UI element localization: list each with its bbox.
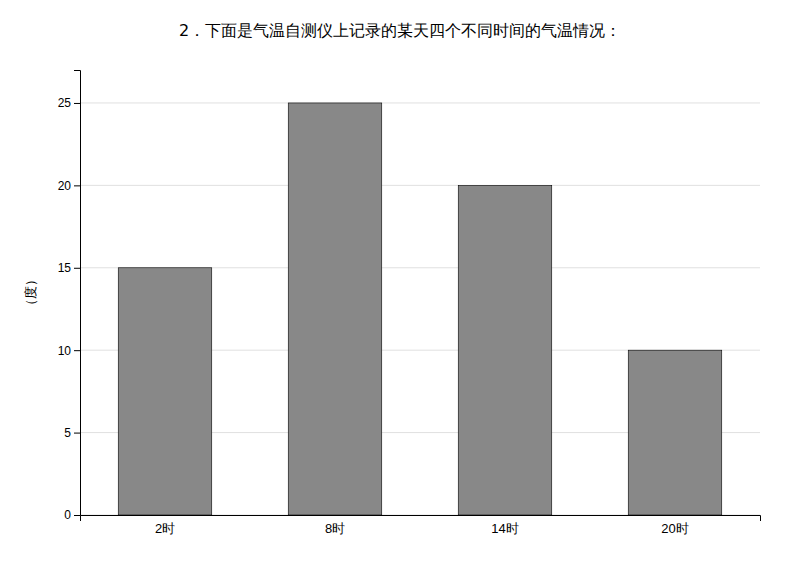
y-tick: 10 [58, 344, 80, 358]
y-tick-mark [74, 268, 80, 269]
grid-line [80, 102, 760, 103]
x-tick-label: 14时 [491, 521, 518, 536]
y-tick-label: 0 [64, 508, 71, 522]
x-tick: 14时 [491, 521, 518, 536]
y-tick: 15 [58, 261, 80, 275]
y-tick-label: 10 [58, 344, 72, 358]
y-tick: 0 [64, 508, 80, 522]
y-tick: 5 [64, 426, 80, 440]
grid-line [80, 185, 760, 186]
y-tick-mark [74, 515, 80, 516]
y-tick-label: 15 [58, 261, 72, 275]
grid [80, 103, 760, 515]
x-tick: 8时 [325, 521, 345, 536]
plot-area: 0 5 10 15 20 25 2时 8时 14时 20时 [58, 71, 761, 537]
bar [628, 350, 722, 515]
y-tick-label: 20 [58, 179, 72, 193]
y-tick-mark [74, 185, 80, 186]
y-tick: 25 [58, 96, 80, 110]
y-tick: 20 [58, 179, 80, 193]
chart-container: 0 5 10 15 20 25 2时 8时 14时 20时 （度） 2．下面是气温自测仪上记录的某天四… [0, 0, 800, 565]
y-axis: 0 5 10 15 20 25 [58, 71, 81, 523]
x-tick-label: 8时 [325, 521, 345, 536]
y-tick-label: 5 [64, 426, 71, 440]
chart-svg: 0 5 10 15 20 25 2时 8时 14时 20时 （度） 2．下面是气温自测仪上记录的某天四… [0, 0, 800, 565]
y-axis-line [74, 71, 81, 516]
bars [118, 103, 722, 515]
x-tick-label: 2时 [155, 521, 175, 536]
x-tick-label: 20时 [661, 521, 688, 536]
x-axis: 2时 8时 14时 20时 [81, 516, 761, 537]
y-axis-title: （度） [23, 273, 38, 312]
bar [458, 185, 552, 515]
y-tick-label: 25 [58, 96, 72, 110]
y-tick-mark [74, 350, 80, 351]
bar [288, 103, 382, 515]
y-tick-mark [74, 433, 80, 434]
x-tick: 20时 [661, 521, 688, 536]
bar [118, 268, 212, 515]
x-axis-line [81, 516, 761, 522]
chart-title: 2．下面是气温自测仪上记录的某天四个不同时间的气温情况： [179, 21, 621, 40]
x-tick: 2时 [155, 521, 175, 536]
y-tick-mark [74, 103, 80, 104]
